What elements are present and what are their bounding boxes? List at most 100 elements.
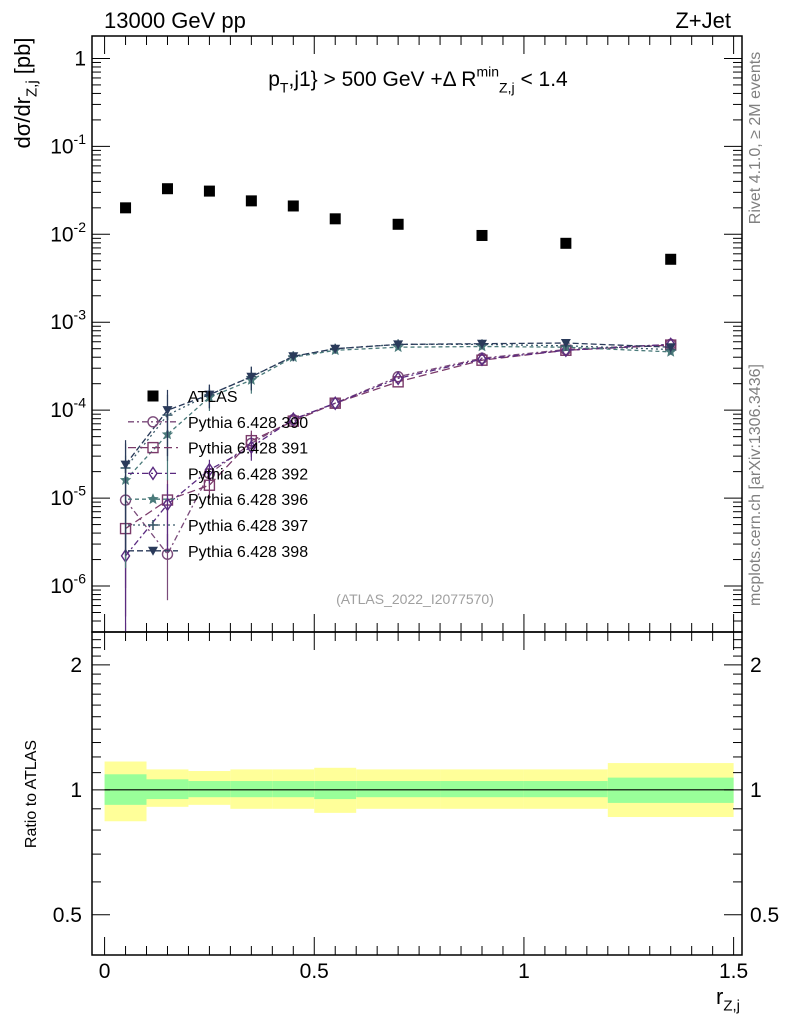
legend-label: Pythia 6.428 390: [188, 415, 308, 432]
data-point: [148, 520, 158, 530]
ratio-y-tick-label: 0.5: [53, 904, 82, 927]
x-tick-label: 0.5: [300, 960, 329, 983]
y-tick-label: 10-4: [50, 395, 86, 423]
main-panel: 110-110-210-310-410-510-6: [50, 35, 743, 633]
text-fragment: 10: [50, 487, 73, 510]
ratio-frame: [91, 631, 743, 956]
y-tick-label: 10-5: [50, 483, 86, 511]
data-point: [204, 390, 215, 400]
data-point: [665, 253, 677, 265]
series-line: [124, 343, 671, 469]
data-point: [147, 416, 159, 428]
data-point: [147, 390, 159, 402]
x-axis-label: rZ,j: [716, 984, 740, 1015]
series-line: [125, 345, 671, 481]
legend-label: Pythia 6.428 397: [188, 518, 308, 535]
series-data: [120, 183, 677, 265]
text-fragment: Z,j: [499, 79, 515, 95]
y-tick-label: 10-2: [50, 219, 86, 247]
text-fragment: < 1.4: [515, 68, 568, 91]
cut-label: pT,j1} > 500 GeV +Δ RminZ,j < 1.4: [268, 64, 568, 96]
data-point: [392, 376, 404, 388]
data-point: [561, 343, 571, 358]
text-fragment: -6: [74, 571, 87, 587]
text-fragment: T: [280, 79, 289, 95]
y-tick-label: 10-6: [50, 571, 86, 599]
legend-item: Pythia 6.428 396: [128, 492, 308, 509]
ratio-y-tick-label-right: 1: [750, 779, 762, 802]
text-fragment: -5: [74, 483, 87, 499]
ratio-y-tick-label: 2: [70, 654, 82, 677]
text-fragment: 10: [50, 223, 73, 246]
main-y-axis-label: dσ/drZ,j [pb]: [10, 38, 41, 149]
series-line: [125, 344, 671, 530]
text-fragment: 10: [50, 575, 73, 598]
legend-label: Pythia 6.428 391: [188, 441, 308, 458]
data-point: [392, 218, 404, 230]
stat-uncertainty-band: [440, 781, 524, 798]
stat-uncertainty-band: [146, 779, 189, 800]
legend-label: Pythia 6.428 396: [188, 492, 308, 509]
legend-label: Pythia 6.428 398: [188, 544, 308, 561]
data-point: [204, 462, 215, 478]
legend-label: ATLAS: [188, 389, 238, 406]
y-tick-label: 10-1: [50, 131, 86, 159]
legend-item: ATLAS: [147, 389, 238, 406]
data-point: [162, 497, 173, 512]
text-fragment: Z,j: [24, 80, 41, 97]
text-fragment: 10: [50, 311, 73, 334]
legend-item: Pythia 6.428 392: [128, 466, 308, 483]
x-tick-label: 0: [99, 960, 111, 983]
data-point: [288, 411, 299, 427]
text-fragment: -2: [74, 219, 87, 235]
x-tick-label: 1.5: [719, 960, 748, 983]
legend-item: Pythia 6.428 398: [128, 544, 308, 561]
data-point: [246, 372, 257, 382]
data-point: [476, 229, 488, 241]
data-point: [287, 200, 299, 212]
ratio-y-axis-label: Ratio to ATLAS: [23, 740, 40, 848]
data-point: [148, 546, 158, 556]
ratio-y-tick-label-right: 0.5: [750, 904, 779, 927]
header-energy-label: 13000 GeV pp: [104, 8, 246, 33]
data-point: [203, 185, 215, 197]
data-point: [477, 339, 487, 349]
ratio-y-tick-label: 1: [70, 779, 82, 802]
data-point: [665, 343, 676, 353]
data-point: [162, 406, 173, 416]
data-point: [288, 352, 299, 362]
text-fragment: r: [716, 984, 723, 1009]
stat-uncertainty-band: [356, 781, 441, 798]
ratio-y-tick-label-right: 2: [750, 654, 762, 677]
text-fragment: -3: [74, 307, 87, 323]
series-line: [124, 342, 671, 466]
data-point: [330, 395, 341, 411]
data-point: [246, 439, 257, 455]
text-fragment: [pb]: [10, 38, 35, 81]
y-tick-label: 10-3: [50, 307, 86, 335]
series-line: [124, 343, 671, 557]
data-point: [329, 213, 341, 225]
data-point: [245, 195, 257, 207]
analysis-watermark: (ATLAS_2022_I2077570): [336, 591, 494, 607]
y-tick-label: 1: [74, 47, 86, 70]
stat-uncertainty-band: [272, 781, 315, 798]
series-py398: [120, 339, 676, 553]
legend: ATLAS Pythia 6.428 390 Pythia 6.428 391 Pyt…: [128, 389, 308, 561]
ratio-panel: 0 0.5 1 1.5 2 2 1 1 0.5 0.5: [53, 631, 779, 983]
stat-uncertainty-band: [230, 781, 273, 798]
legend-item: Pythia 6.428 390: [128, 415, 308, 432]
stat-uncertainty-band: [523, 781, 608, 798]
legend-item: Pythia 6.428 391: [128, 441, 308, 458]
data-point: [148, 466, 158, 481]
data-point: [393, 371, 403, 386]
text-fragment: 1: [74, 47, 86, 70]
text-fragment: Z,j: [723, 998, 740, 1015]
text-fragment: 10: [50, 135, 73, 158]
stat-uncertainty-band: [188, 781, 231, 798]
text-fragment: -1: [74, 131, 87, 147]
data-point: [120, 202, 132, 214]
header-process-label: Z+Jet: [675, 8, 731, 33]
data-point: [161, 183, 173, 195]
data-point: [560, 237, 572, 249]
